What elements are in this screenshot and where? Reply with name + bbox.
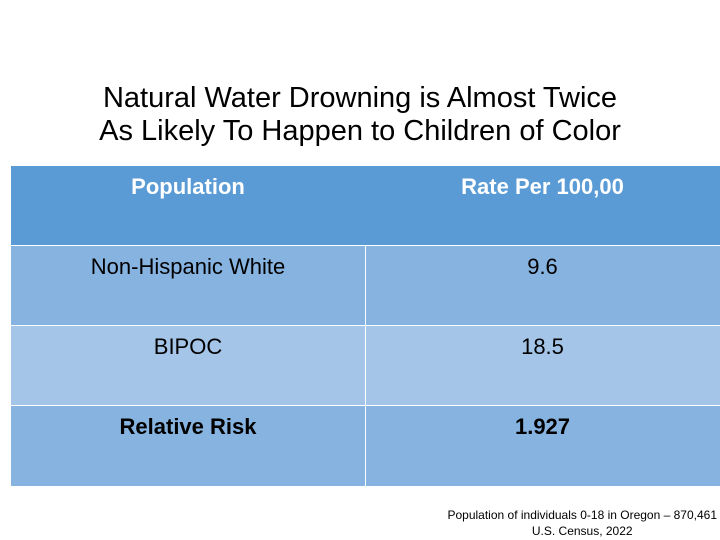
header-population: Population bbox=[11, 166, 365, 245]
source-footnote: Population of individuals 0-18 in Oregon… bbox=[447, 507, 717, 539]
table-header-row: Population Rate Per 100,00 bbox=[11, 166, 720, 245]
slide-title-line-1: Natural Water Drowning is Almost Twice bbox=[102, 82, 618, 114]
cell-population: BIPOC bbox=[11, 326, 365, 406]
table-row: BIPOC 18.5 bbox=[11, 326, 720, 406]
footnote-population: Population of individuals 0-18 in Oregon… bbox=[447, 508, 717, 522]
footnote-source: U.S. Census, 2022 bbox=[531, 524, 633, 538]
table-row: Non-Hispanic White 9.6 bbox=[11, 246, 720, 326]
cell-relative-risk-value: 1.927 bbox=[365, 406, 720, 486]
slide-title-line-2: As Likely To Happen to Children of Color bbox=[99, 115, 621, 147]
cell-rate: 18.5 bbox=[365, 326, 720, 406]
cell-relative-risk-label: Relative Risk bbox=[11, 406, 365, 486]
header-rate: Rate Per 100,00 bbox=[365, 166, 720, 245]
cell-rate: 9.6 bbox=[365, 246, 720, 326]
slide-title: Natural Water Drowning is Almost Twice A… bbox=[0, 82, 720, 148]
row-divider bbox=[11, 245, 720, 246]
column-divider bbox=[365, 246, 366, 486]
cell-population: Non-Hispanic White bbox=[11, 246, 365, 326]
table-row-relative-risk: Relative Risk 1.927 bbox=[11, 406, 720, 486]
